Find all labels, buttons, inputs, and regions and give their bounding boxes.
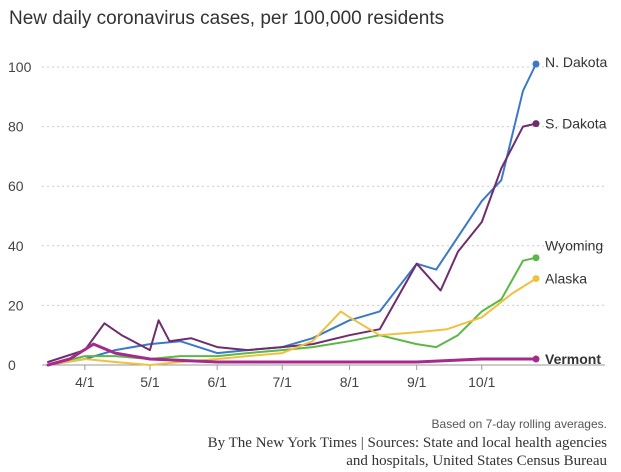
source-credit: By The New York Times | Sources: State a… [207,435,607,469]
series-label-n-dakota: N. Dakota [545,54,607,70]
y-tick-label-40: 40 [8,238,24,254]
y-tick-label-80: 80 [8,119,24,135]
chart-title: New daily coronavirus cases, per 100,000… [9,8,445,29]
series-end-point-s-dakota [532,120,540,128]
footnote: Based on 7-day rolling averages. [431,417,607,431]
y-axis-tick-labels: 0 20 40 60 80 100 [8,59,32,373]
x-tick-label-8/1: 8/1 [340,374,360,390]
x-tick-label-10/1: 10/1 [468,374,495,390]
series-labels: N. Dakota S. Dakota Wyoming Alaska Vermont [545,54,607,367]
x-tick-label-9/1: 9/1 [407,374,427,390]
series-label-vermont: Vermont [545,351,601,367]
series-label-s-dakota: S. Dakota [545,116,607,132]
y-tick-label-0: 0 [8,357,16,373]
x-tick-label-5/1: 5/1 [140,374,160,390]
series-line-s-dakota [47,122,537,363]
series-line-vermont [46,342,538,367]
x-axis-tick-labels: 4/1 5/1 6/1 7/1 8/1 9/1 10/1 [75,374,495,390]
x-tick-label-6/1: 6/1 [207,374,227,390]
y-tick-label-60: 60 [8,178,24,194]
series-line-alaska [47,277,537,366]
series-lines [46,60,540,367]
series-end-point-n-dakota [532,60,540,68]
grid-lines [42,66,605,370]
x-tick-label-7/1: 7/1 [273,374,293,390]
y-tick-label-20: 20 [8,297,24,313]
x-tick-label-4/1: 4/1 [75,374,95,390]
series-end-point-vermont [532,355,540,363]
y-tick-label-100: 100 [8,59,32,75]
series-label-alaska: Alaska [545,271,587,287]
line-chart: 0 20 40 60 80 100 4/1 5/1 6/1 7/1 8/1 9/1 10/1 N. D… [8,54,607,390]
series-end-point-alaska [532,275,540,283]
series-line-n-dakota [47,63,537,366]
series-end-point-wyoming [532,254,540,262]
series-label-wyoming: Wyoming [545,238,603,254]
